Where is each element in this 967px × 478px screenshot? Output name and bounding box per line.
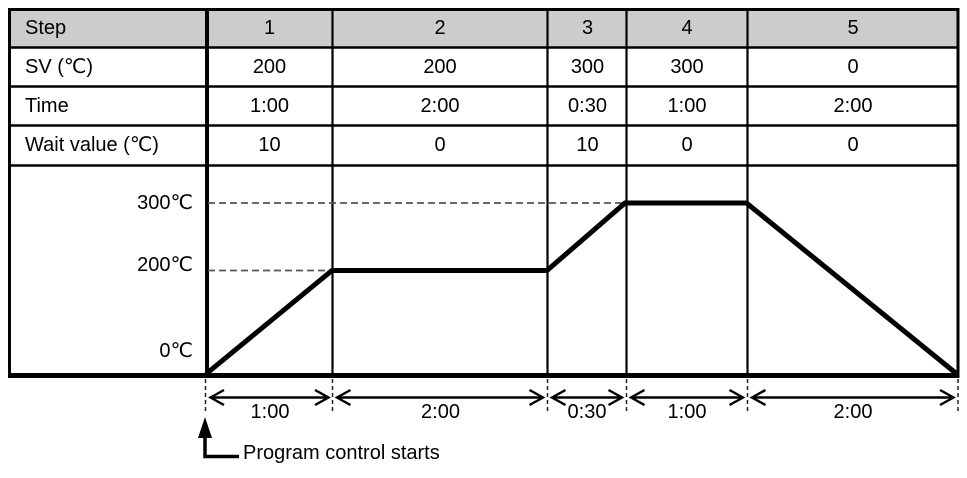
row-label-wait-value: Wait value (℃) xyxy=(25,134,159,156)
time-step-3: 0:30 xyxy=(568,95,607,117)
wait-step-3: 10 xyxy=(576,134,599,156)
time-step-4: 1:00 xyxy=(667,95,707,117)
reference-lines xyxy=(208,202,622,272)
sv-step-3: 300 xyxy=(570,56,605,78)
time-step-1: 1:00 xyxy=(250,95,289,117)
sv-step-5: 0 xyxy=(847,56,859,78)
sv-step-1: 200 xyxy=(252,56,287,78)
duration-label-step-2: 2:00 xyxy=(421,401,460,423)
time-step-2: 2:00 xyxy=(420,95,460,117)
table-header-step-3: 3 xyxy=(581,17,594,39)
grid-lines xyxy=(10,8,957,375)
table-header-label: Step xyxy=(25,17,67,39)
y-axis-label-200: 200℃ xyxy=(137,254,193,276)
table-header-step-4: 4 xyxy=(681,17,693,39)
table-header-background xyxy=(11,11,957,47)
temperature-profile-line xyxy=(204,200,960,377)
sv-step-2: 200 xyxy=(423,56,457,78)
row-label-time: Time xyxy=(25,95,69,117)
table-header-step-5: 5 xyxy=(847,17,859,39)
outer-border xyxy=(8,8,960,378)
y-axis-label-0: 0℃ xyxy=(159,340,193,362)
y-axis-label-300: 300℃ xyxy=(137,192,193,214)
duration-label-step-1: 1:00 xyxy=(250,401,290,423)
row-label-sv: SV (℃) xyxy=(25,56,94,78)
time-step-5: 2:00 xyxy=(833,95,873,117)
table-header-step-1: 1 xyxy=(263,17,276,39)
wait-step-1: 10 xyxy=(258,134,281,156)
duration-label-step-3: 0:30 xyxy=(567,401,607,423)
program-start-annotation: Program control starts xyxy=(243,442,440,464)
wait-step-5: 0 xyxy=(847,134,859,156)
wait-step-2: 0 xyxy=(434,134,446,156)
segment-boundary-droplines xyxy=(204,379,959,414)
duration-label-step-5: 2:00 xyxy=(833,401,873,423)
duration-label-step-4: 1:00 xyxy=(667,401,707,423)
sv-step-4: 300 xyxy=(670,56,704,78)
program-start-arrow xyxy=(198,417,239,459)
table-header-step-2: 2 xyxy=(434,17,446,39)
wait-step-4: 0 xyxy=(681,134,693,156)
